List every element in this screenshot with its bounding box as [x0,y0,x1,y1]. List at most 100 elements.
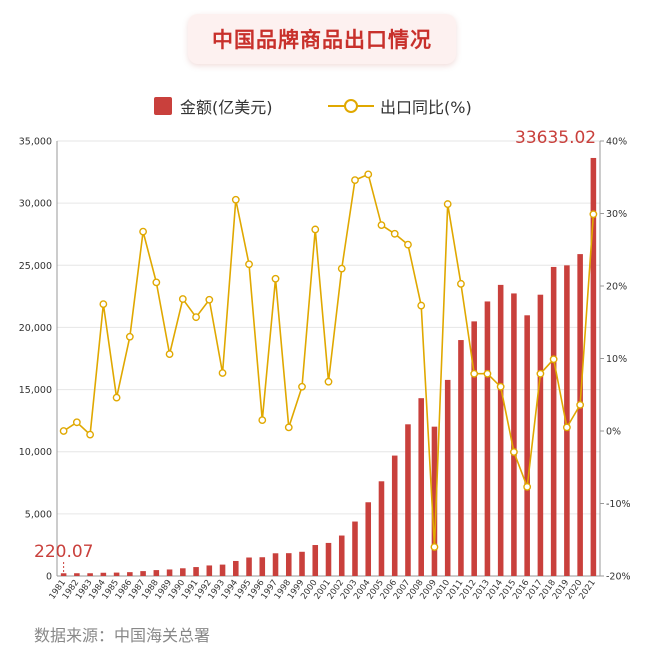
y-right-tick-label: 10% [606,354,627,365]
yoy-point-1994 [231,195,240,204]
yoy-point-2014 [496,382,505,391]
y-left-tick-label: 20,000 [19,323,52,334]
bar-1998 [285,553,292,576]
y-right-tick-label: 20% [606,282,627,293]
yoy-point-1998 [284,423,293,432]
chart-title: 中国品牌商品出口情况 [212,28,432,52]
bar-1999 [299,551,305,576]
yoy-point-1984 [99,300,108,309]
bar-2012 [471,321,477,576]
bar-1984 [100,572,107,576]
yoy-point-1982 [72,418,81,427]
legend: 金额(亿美元) 出口同比(%) [150,94,570,118]
yoy-point-1983 [86,430,95,439]
y-left-tick-label: 30,000 [19,199,52,210]
bar-2004 [365,502,372,576]
bar-1982 [74,573,80,576]
bar-1985 [113,572,120,576]
bar-2005 [378,481,385,576]
bar-2006 [391,455,398,576]
yoy-point-1989 [165,350,174,359]
legend-label-bar: 金额(亿美元) [180,98,273,117]
bar-2019 [564,265,570,576]
bar-1987 [140,571,146,576]
yoy-point-1990 [178,295,187,303]
yoy-point-2003 [351,176,359,185]
source-note: 数据来源：中国海关总署 [34,626,211,645]
yoy-point-2009 [430,543,439,551]
yoy-point-2007 [404,240,412,249]
bar-2000 [312,545,319,576]
yoy-point-2021 [589,210,598,219]
legend-label-line: 出口同比(%) [380,98,472,117]
yoy-point-1995 [245,260,253,269]
yoy-point-2000 [311,225,320,234]
bar-1983 [87,573,93,576]
bar-1993 [219,564,226,576]
yoy-point-2016 [523,482,532,491]
yoy-point-2011 [457,279,465,288]
bar-2007 [405,424,411,576]
line-swatch-icon [328,99,374,113]
bar-1992 [206,565,213,576]
yoy-point-2008 [417,301,426,310]
y-left-tick-label: 15,000 [19,385,52,396]
y-left-tick-label: 10,000 [19,447,52,458]
yoy-point-2006 [390,229,399,238]
bar-1997 [272,553,279,576]
bar-2013 [484,301,491,576]
yoy-point-1999 [298,382,306,391]
yoy-point-2017 [536,369,545,378]
bar-2021 [590,157,597,576]
yoy-point-2015 [510,448,518,456]
y-left-tick-label: 5,000 [25,509,52,520]
bar-1994 [233,560,239,576]
y-right-tick-label: -20% [606,572,631,583]
yoy-point-2012 [470,369,479,378]
yoy-point-1991 [192,313,200,322]
bar-2011 [458,340,464,576]
yoy-point-1992 [205,295,214,304]
y-right-tick-label: 0% [606,427,621,438]
bar-1996 [259,557,266,576]
yoy-point-1993 [218,369,227,377]
yoy-point-2010 [443,200,452,208]
yoy-point-2019 [562,423,571,432]
yoy-point-2005 [377,221,386,230]
bar-1990 [180,568,186,576]
yoy-point-1997 [271,274,280,283]
bar-2002 [338,535,345,576]
bar-2015 [511,293,517,576]
bar-1986 [127,572,133,576]
yoy-point-2002 [337,264,346,273]
y-right-tick-label: 40% [606,137,627,148]
yoy-point-1986 [125,332,134,341]
yoy-point-1981 [59,427,68,435]
data-label-last: 33635.02 [515,128,596,148]
yoy-point-1987 [139,227,147,236]
y-left-tick-label: 35,000 [19,137,52,148]
title-box: 中国品牌商品出口情况 [188,14,456,64]
bar-1989 [166,569,173,576]
y-left-tick-label: 0 [46,572,52,583]
bar-swatch-icon [154,97,172,115]
yoy-point-1996 [258,416,267,425]
yoy-point-2018 [549,355,558,364]
yoy-point-2020 [576,400,585,409]
bar-2003 [352,521,358,576]
legend-item-line[interactable]: 出口同比(%) [328,94,472,118]
bar-2008 [418,398,424,576]
yoy-point-1985 [112,393,121,402]
yoy-point-1988 [152,278,161,287]
bar-2018 [550,266,557,576]
bar-2010 [444,379,451,576]
bar-2020 [577,254,583,576]
bar-2017 [537,294,544,576]
bar-2014 [497,284,504,576]
bar-2009 [431,426,438,576]
legend-item-bar[interactable]: 金额(亿美元) [154,94,273,118]
y-right-tick-label: -10% [606,499,631,510]
yoy-point-2013 [483,369,492,378]
yoy-point-2001 [324,377,333,386]
